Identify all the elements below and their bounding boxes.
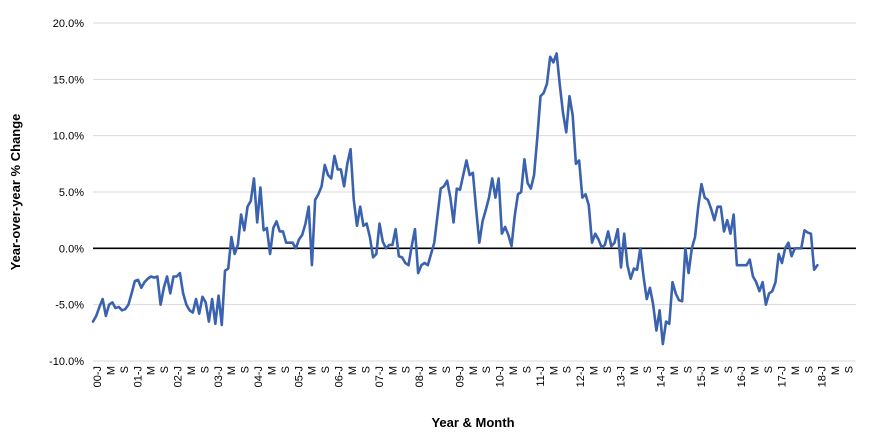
x-tick-label: 09-J <box>454 366 466 387</box>
x-tick-label: M <box>508 366 520 375</box>
x-tick-label: S <box>642 366 654 373</box>
x-tick-label: 15-J <box>696 366 708 387</box>
y-tick-label: 20.0% <box>53 18 84 30</box>
x-tick-label: 04-J <box>253 366 265 387</box>
x-tick-label: 18-J <box>817 366 829 387</box>
x-tick-label: S <box>803 366 815 373</box>
x-tick-label: S <box>240 366 252 373</box>
x-tick-label: M <box>548 366 560 375</box>
x-tick-label: S <box>522 366 534 373</box>
x-tick-label: M <box>830 366 842 375</box>
x-tick-label: S <box>159 366 171 373</box>
series-line <box>91 52 819 346</box>
y-tick-label: 5.0% <box>59 187 84 199</box>
x-tick-label: 14-J <box>656 366 668 387</box>
y-tick-label: 0.0% <box>59 243 84 255</box>
x-tick-label: M <box>146 366 158 375</box>
x-tick-label: S <box>280 366 292 373</box>
x-tick-label: M <box>669 366 681 375</box>
x-tick-label: S <box>199 366 211 373</box>
x-tick-label: M <box>226 366 238 375</box>
x-tick-label: M <box>589 366 601 375</box>
x-tick-label: M <box>347 366 359 375</box>
x-tick-label: M <box>307 366 319 375</box>
x-tick-label: S <box>602 366 614 373</box>
x-tick-label: M <box>709 366 721 375</box>
x-tick-label: 12-J <box>575 366 587 387</box>
x-tick-label: 01-J <box>132 366 144 387</box>
x-tick-label: M <box>267 366 279 375</box>
x-axis-ticks: 00-J M S 01-J M S 02-J M S 03-J M S 04-J M S 05-J M S 06-J… <box>92 366 856 387</box>
x-tick-label: 00-J <box>92 366 104 387</box>
x-tick-label: S <box>763 366 775 373</box>
x-tick-label: 16-J <box>736 366 748 387</box>
x-tick-label: S <box>401 366 413 373</box>
x-tick-label: S <box>441 366 453 373</box>
y-axis-title: Year-over-year % Change <box>8 114 23 271</box>
x-tick-label: S <box>320 366 332 373</box>
x-tick-label: 13-J <box>615 366 627 387</box>
y-tick-label: -10.0% <box>49 356 84 368</box>
x-tick-label: S <box>683 366 695 373</box>
x-tick-label: S <box>562 366 574 373</box>
x-tick-label: S <box>481 366 493 373</box>
x-tick-label: 03-J <box>213 366 225 387</box>
x-tick-label: M <box>468 366 480 375</box>
x-tick-label: M <box>387 366 399 375</box>
x-tick-label: 05-J <box>293 366 305 387</box>
x-tick-label: S <box>844 366 856 373</box>
x-tick-label: S <box>360 366 372 373</box>
y-tick-label: 15.0% <box>53 74 84 86</box>
x-axis-title: Year & Month <box>431 415 514 430</box>
x-tick-label: 17-J <box>777 366 789 387</box>
x-tick-label: M <box>428 366 440 375</box>
x-tick-label: M <box>629 366 641 375</box>
x-tick-label: M <box>790 366 802 375</box>
x-tick-label: M <box>750 366 762 375</box>
x-tick-label: 02-J <box>173 366 185 387</box>
x-tick-label: S <box>723 366 735 373</box>
x-tick-label: 08-J <box>414 366 426 387</box>
x-tick-label: 11-J <box>535 366 547 387</box>
x-tick-label: 10-J <box>495 366 507 387</box>
x-tick-label: 07-J <box>374 366 386 387</box>
x-tick-label: M <box>186 366 198 375</box>
x-tick-label: M <box>105 366 117 375</box>
y-tick-label: -5.0% <box>55 300 84 312</box>
x-tick-label: S <box>119 366 131 373</box>
y-axis-ticks: -10.0% -5.0% 0.0% 5.0% 10.0% 15.0% 20.0% <box>49 18 84 368</box>
x-tick-label: 06-J <box>334 366 346 387</box>
y-tick-label: 10.0% <box>53 131 84 143</box>
